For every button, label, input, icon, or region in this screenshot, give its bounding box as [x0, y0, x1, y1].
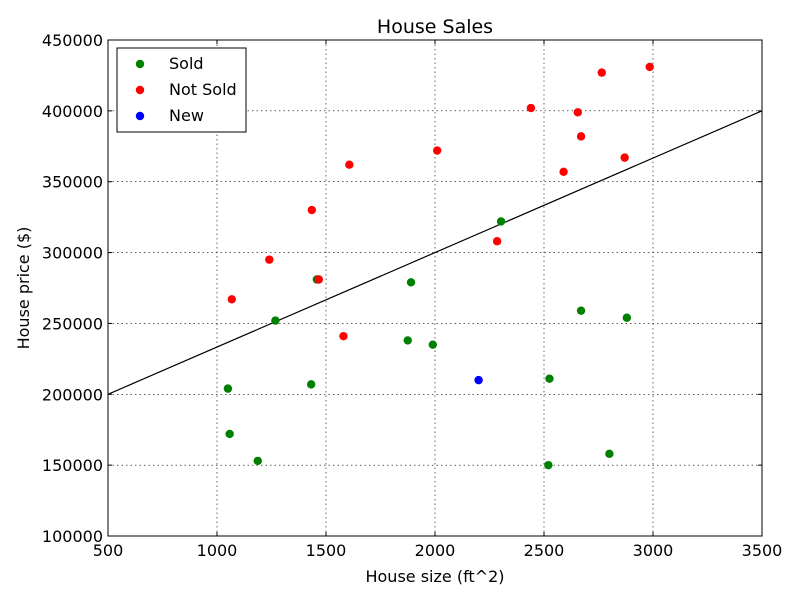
point-not-sold: [526, 103, 536, 113]
chart-title: House Sales: [377, 16, 493, 38]
x-tick-label: 3000: [633, 541, 674, 560]
point-sold: [545, 374, 554, 383]
y-tick-label: 300000: [42, 244, 103, 263]
y-axis-title: House price ($): [14, 227, 33, 350]
point-not-sold: [314, 275, 324, 284]
y-tick-label: 250000: [42, 314, 103, 333]
grid: [108, 40, 762, 536]
point-sold: [544, 460, 553, 470]
point-sold: [622, 313, 632, 322]
point-not-sold: [492, 237, 502, 246]
point-sold: [271, 316, 280, 325]
point-not-sold: [576, 132, 586, 141]
legend-marker-not-sold: [135, 85, 145, 95]
x-tick-label: 500: [93, 541, 124, 560]
decision-line: [107, 110, 763, 395]
point-not-sold: [307, 205, 317, 215]
point-sold: [306, 380, 316, 389]
point-sold: [403, 336, 412, 345]
x-tick-label: 2000: [415, 541, 456, 560]
point-not-sold: [432, 146, 442, 155]
point-sold: [576, 306, 586, 315]
points-layer: [223, 62, 654, 470]
point-sold: [223, 384, 233, 393]
y-tick-label: 400000: [42, 102, 103, 121]
legend: Sold Not Sold New: [116, 47, 247, 133]
point-sold: [428, 340, 438, 349]
point-not-sold: [645, 62, 654, 72]
y-tick-labels: 100000 150000 200000 250000 300000 350000 4000…: [42, 31, 103, 546]
point-not-sold: [345, 160, 354, 169]
x-tick-label: 2500: [524, 541, 565, 560]
x-tick-labels: 500 1000 1500 2000 2500 3000 3500: [93, 541, 783, 560]
y-tick-label: 150000: [42, 456, 103, 475]
point-not-sold: [573, 108, 582, 117]
point-sold: [406, 278, 416, 287]
x-axis-title: House size (ft^2): [365, 567, 504, 586]
point-not-sold: [559, 167, 568, 176]
y-tick-label: 450000: [42, 31, 103, 50]
point-sold: [253, 456, 262, 466]
point-not-sold: [597, 68, 606, 77]
x-tick-label: 3500: [742, 541, 783, 560]
legend-marker-sold: [135, 59, 145, 69]
point-sold: [225, 429, 234, 439]
ticks: [107, 39, 763, 537]
point-sold: [605, 449, 614, 459]
point-not-sold: [339, 331, 348, 341]
legend-label-new: New: [169, 106, 204, 125]
point-sold: [496, 217, 506, 226]
point-new: [474, 375, 483, 385]
legend-marker-new: [135, 111, 145, 121]
x-tick-label: 1500: [306, 541, 347, 560]
point-not-sold: [227, 295, 237, 304]
x-tick-label: 1000: [197, 541, 238, 560]
point-not-sold: [620, 153, 629, 162]
decision-line-layer: [107, 110, 763, 395]
point-not-sold: [265, 255, 274, 264]
legend-label-sold: Sold: [169, 54, 204, 73]
y-tick-label: 350000: [42, 173, 103, 192]
y-tick-label: 200000: [42, 385, 103, 404]
y-tick-label: 100000: [42, 527, 103, 546]
legend-label-not-sold: Not Sold: [169, 80, 237, 99]
